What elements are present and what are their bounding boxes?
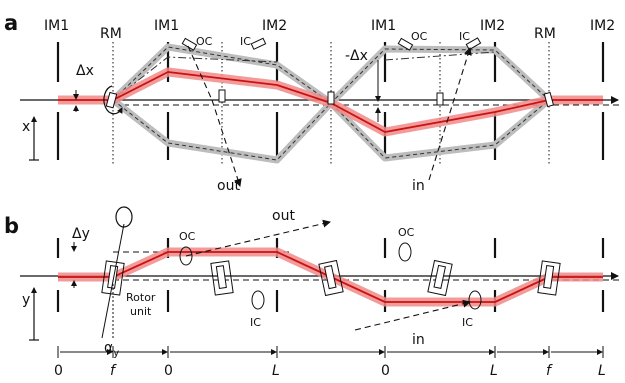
panel-b-label: b xyxy=(4,214,19,238)
ic-label: IC xyxy=(459,30,470,43)
label-rm: RM xyxy=(100,26,122,42)
output-beam xyxy=(185,219,331,257)
output-beam xyxy=(211,99,242,187)
ic-label: IC xyxy=(462,316,473,329)
label-im2: IM2 xyxy=(262,18,287,34)
oc-label: OC xyxy=(411,30,428,43)
out-label: out xyxy=(217,178,240,194)
rotor-label: Rotor xyxy=(126,291,156,304)
oc-label: OC xyxy=(398,226,415,239)
rotation-arrow xyxy=(115,206,133,228)
ic-label: IC xyxy=(240,35,251,48)
label-im1: IM1 xyxy=(44,18,69,34)
label-rm: RM xyxy=(534,26,556,42)
scale-tick: f xyxy=(546,363,553,379)
scale-tick: 0 xyxy=(381,363,390,379)
rotation-arrow xyxy=(103,85,123,115)
out-label: out xyxy=(272,208,295,224)
ic-label: IC xyxy=(250,316,261,329)
label-im1: IM1 xyxy=(371,18,396,34)
delta-y-label: Δy xyxy=(72,226,90,242)
delta-x-label: Δx xyxy=(76,63,94,79)
rotor-label: unit xyxy=(130,305,152,318)
label-im2: IM2 xyxy=(590,18,615,34)
input-beam xyxy=(428,47,472,181)
scale-tick: L xyxy=(598,363,606,379)
scale-tick: L xyxy=(272,363,280,379)
in-label: in xyxy=(412,332,425,348)
crystal-elements xyxy=(105,37,555,109)
x-axis-label: x xyxy=(22,119,30,135)
panel-a-label: a xyxy=(4,11,18,35)
oc-label: OC xyxy=(196,35,213,48)
panel-b: b xyxy=(4,206,620,359)
panel-a: a IM1 RM IM1 IM2 IM1 IM2 RM IM2 xyxy=(4,11,620,194)
rotor-units xyxy=(101,259,561,297)
y-axis-label: y xyxy=(22,292,30,308)
label-im2: IM2 xyxy=(480,18,505,34)
alpha-label: αy xyxy=(104,340,119,359)
scale-tick: 0 xyxy=(164,363,173,379)
distance-scale: 0 f 0 L 0 L f L xyxy=(54,346,606,379)
scale-tick: 0 xyxy=(54,363,63,379)
label-im1: IM1 xyxy=(154,18,179,34)
scale-tick: f xyxy=(110,363,117,379)
scale-tick: L xyxy=(490,363,498,379)
neg-delta-x-label: -Δx xyxy=(345,48,368,64)
in-label: in xyxy=(412,178,425,194)
oc-label: OC xyxy=(179,230,196,243)
